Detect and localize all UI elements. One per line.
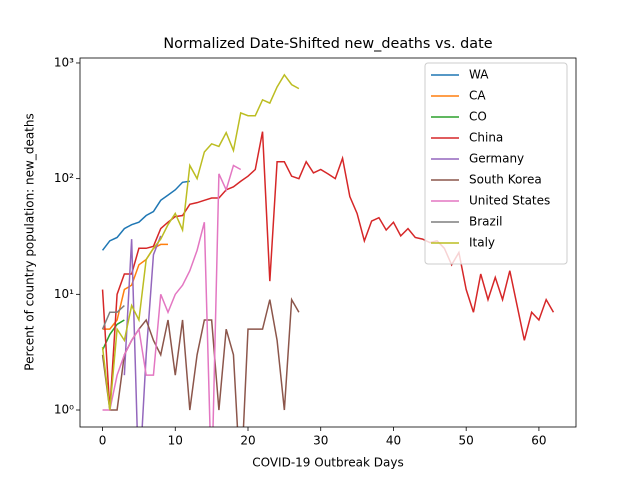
series-line [101,180,190,251]
series-line [101,73,300,411]
y-tick-label: 10² [54,171,74,185]
legend-label: CO [469,110,487,124]
series-line [101,304,125,330]
x-tick-label: 50 [459,434,474,448]
x-axis-label: COVID-19 Outbreak Days [252,456,404,470]
y-tick-label: 10¹ [54,287,74,301]
series-line [102,164,242,427]
y-axis-label: Percent of country population: new_death… [23,113,37,370]
legend-label: CA [469,89,486,103]
legend-label: Germany [469,152,524,166]
axes-frame [79,57,577,428]
legend-label: Italy [469,236,495,250]
legend-label: United States [469,194,550,208]
legend-label: WA [469,68,489,82]
x-tick-label: 20 [240,434,255,448]
series-line [101,131,555,411]
chart-title: Normalized Date-Shifted new_deaths vs. d… [163,36,492,52]
legend-label: Brazil [469,215,503,229]
legend-label: China [469,131,503,145]
plot-area [101,73,555,427]
x-tick-label: 0 [99,434,107,448]
series-line [123,235,162,427]
legend-label: South Korea [469,173,542,187]
y-tick-label: 10⁰ [54,403,74,417]
x-tick-label: 10 [168,434,183,448]
x-tick-label: 60 [531,434,546,448]
x-tick-label: 40 [386,434,401,448]
x-tick-label: 30 [313,434,328,448]
legend-box [424,62,568,265]
y-tick-label: 10³ [54,55,74,69]
